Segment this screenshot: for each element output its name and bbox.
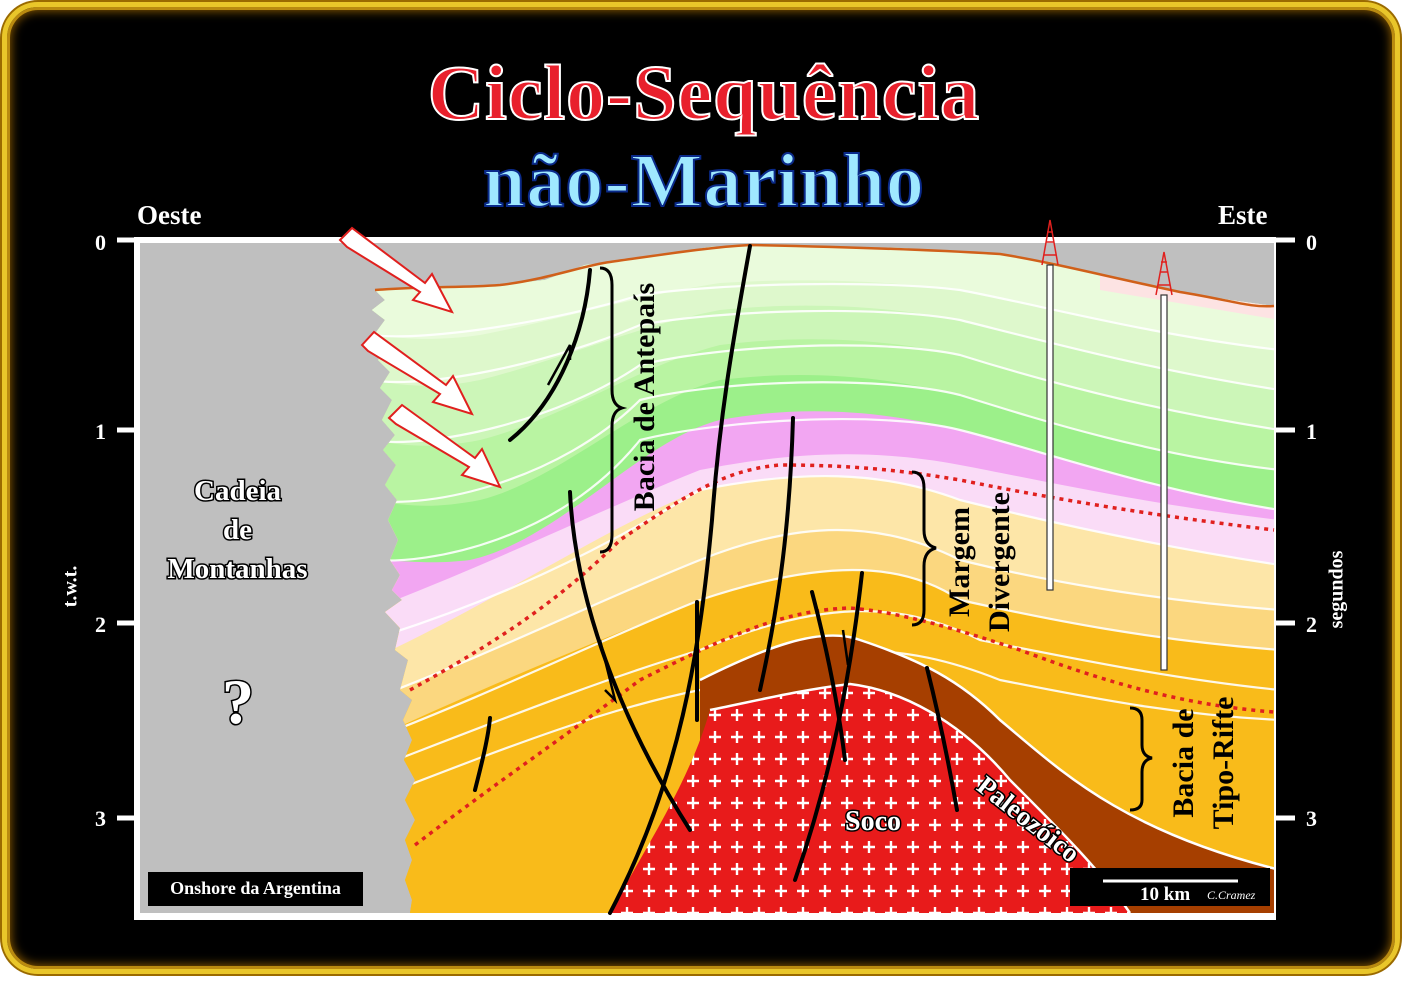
title-line-1: Ciclo-Sequência xyxy=(427,48,981,137)
unknown-question-mark: ? xyxy=(221,665,256,739)
title-line-2: não-Marinho xyxy=(482,138,925,224)
divergent-margin-line-1: Margem xyxy=(943,507,976,617)
basement-label: Soco xyxy=(844,805,903,839)
left-tick-1: 1 xyxy=(95,419,106,444)
left-tick-0: 0 xyxy=(95,230,106,255)
braces xyxy=(599,266,1153,812)
right-tick-3: 3 xyxy=(1306,806,1317,831)
rift-basin-line-1: Bacia de xyxy=(1167,708,1200,818)
left-tick-3: 3 xyxy=(95,806,106,831)
east-label: Este xyxy=(1218,200,1268,230)
topography-line xyxy=(374,243,1275,308)
mountains-label-line-3: Montanhas xyxy=(166,552,309,587)
axis-ticks xyxy=(117,237,1295,821)
scale-label: 10 km xyxy=(1140,884,1191,905)
rift-basin-label: Bacia de Tipo-Rifte xyxy=(1164,663,1244,863)
faults xyxy=(473,244,959,915)
divergent-margin-line-2: Divergente xyxy=(983,492,1016,632)
right-tick-2: 2 xyxy=(1306,612,1317,637)
unconformities xyxy=(409,463,1275,847)
west-label: Oeste xyxy=(137,200,202,230)
mountains-label: Cadeia de Montanhas xyxy=(140,472,335,589)
left-tick-2: 2 xyxy=(95,612,106,637)
location-label: Onshore da Argentina xyxy=(170,878,341,898)
foreland-basin-label: Bacia de Antepaís xyxy=(628,282,661,512)
fault-motion-arrows xyxy=(546,344,850,705)
right-tick-0: 0 xyxy=(1306,230,1317,255)
wells xyxy=(1041,219,1173,671)
mountains-label-line-2: de xyxy=(222,513,254,548)
rift-basin-line-2: Tipo-Rifte xyxy=(1207,696,1240,830)
credit-label: C.Cramez xyxy=(1207,888,1256,902)
compression-arrows xyxy=(338,226,502,489)
right-tick-1: 1 xyxy=(1306,419,1317,444)
mountains-label-line-1: Cadeia xyxy=(193,474,283,509)
location-box xyxy=(148,872,363,906)
divergent-margin-label: Margem Divergente xyxy=(940,462,1020,662)
sedimentary-layers xyxy=(372,245,1274,913)
scale-box xyxy=(1070,868,1270,906)
